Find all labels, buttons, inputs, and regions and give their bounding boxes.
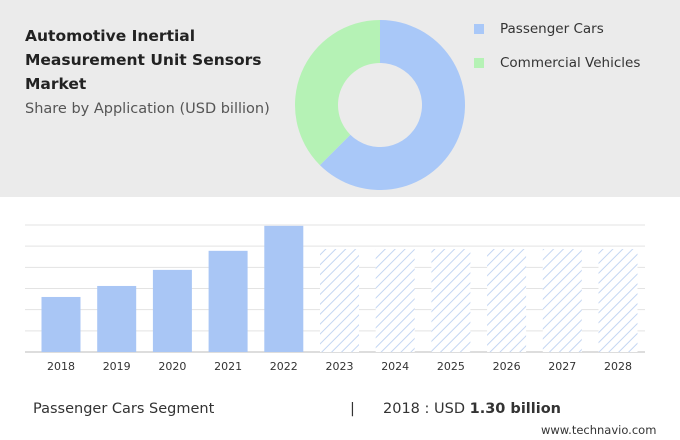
legend-label: Passenger Cars xyxy=(500,21,604,37)
forecast-placeholder xyxy=(542,249,582,352)
bar xyxy=(41,296,81,352)
forecast-placeholder xyxy=(375,249,415,352)
forecast-placeholder xyxy=(598,249,638,352)
stat-value: 1.30 billion xyxy=(469,401,561,417)
legend-swatch xyxy=(474,58,484,68)
segment-label: Passenger Cars Segment xyxy=(33,401,215,417)
bar xyxy=(152,269,192,352)
forecast-placeholder xyxy=(431,249,471,352)
x-tick-label: 2020 xyxy=(158,360,186,373)
x-tick-label: 2025 xyxy=(437,360,465,373)
forecast-placeholder xyxy=(320,249,359,352)
donut-slice xyxy=(294,20,380,166)
legend-swatch xyxy=(474,24,484,34)
bar xyxy=(208,250,248,352)
x-tick-label: 2027 xyxy=(548,360,576,373)
forecast-placeholder xyxy=(487,249,527,352)
chart-subtitle: Share by Application (USD billion) xyxy=(25,101,270,117)
x-tick-label: 2023 xyxy=(326,360,354,373)
x-tick-label: 2028 xyxy=(604,360,632,373)
x-tick-label: 2021 xyxy=(214,360,242,373)
legend-label: Commercial Vehicles xyxy=(500,55,640,71)
source: www.technavio.com xyxy=(541,423,657,437)
x-tick-label: 2019 xyxy=(103,360,131,373)
stat-label: 2018 : USD xyxy=(383,401,465,417)
donut-slice xyxy=(319,20,465,191)
stat: 2018 : USD 1.30 billion xyxy=(383,401,561,417)
x-tick-label: 2026 xyxy=(493,360,521,373)
x-tick-label: 2018 xyxy=(47,360,75,373)
x-tick-label: 2022 xyxy=(270,360,298,373)
x-tick-label: 2024 xyxy=(381,360,409,373)
bar xyxy=(264,225,304,352)
chart-title: Automotive Inertial Measurement Unit Sen… xyxy=(25,27,262,93)
separator: | xyxy=(350,401,355,417)
bar xyxy=(97,285,137,352)
